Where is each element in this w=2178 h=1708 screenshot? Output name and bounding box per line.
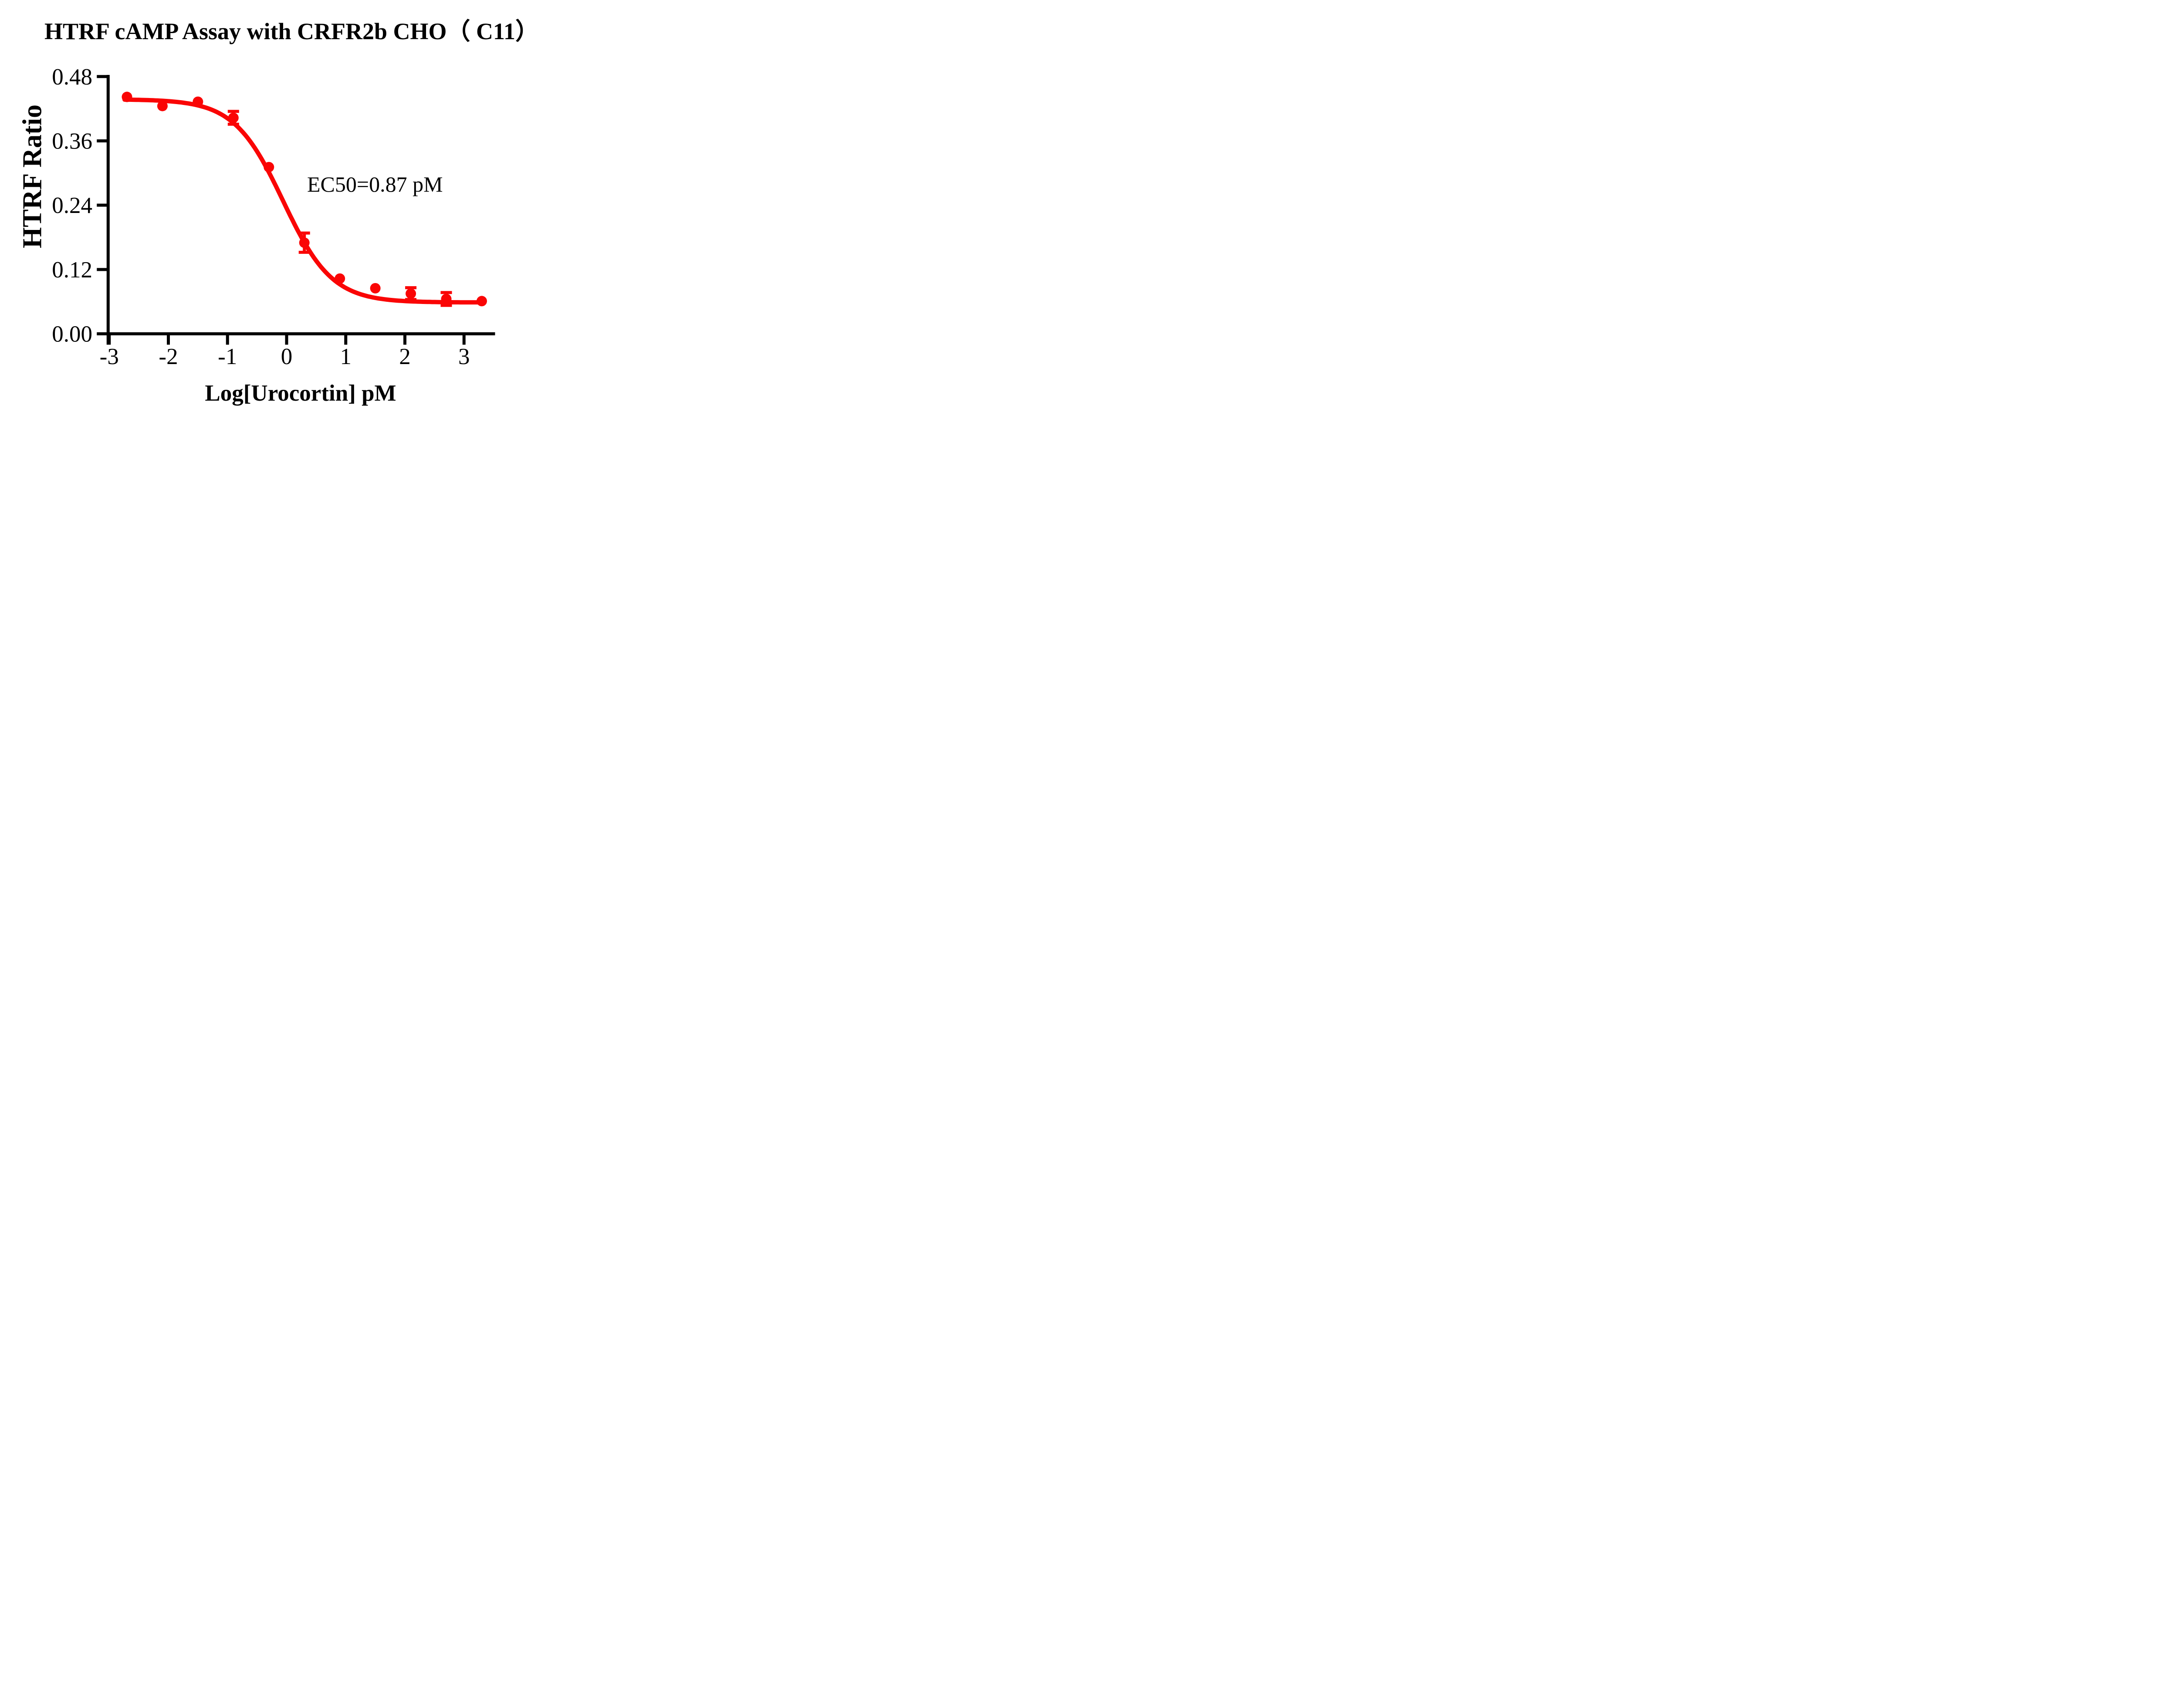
y-tick-label: 0.12 xyxy=(52,257,92,283)
y-tick-label: 0.36 xyxy=(52,128,92,154)
y-tick-label: 0.24 xyxy=(52,193,92,218)
x-tick-label: 0 xyxy=(281,344,293,369)
fit-curve xyxy=(122,97,484,305)
data-point xyxy=(299,237,310,248)
data-point xyxy=(476,296,487,307)
data-point xyxy=(406,288,416,299)
data-point xyxy=(370,283,381,294)
ec50-annotation: EC50=0.87 pM xyxy=(307,172,443,196)
x-tick-label: 1 xyxy=(340,344,352,369)
x-tick-label: -1 xyxy=(218,344,237,369)
y-tick-label: 0.48 xyxy=(52,64,92,90)
data-point xyxy=(441,294,452,304)
x-tick-label: 2 xyxy=(399,344,411,369)
x-tick-label: -3 xyxy=(100,344,119,369)
x-axis-label: Log[Urocortin] pM xyxy=(205,381,396,406)
data-point xyxy=(264,162,274,172)
chart-title: HTRF cAMP Assay with CRFR2b CHO（ C11） xyxy=(44,18,539,44)
x-tick-label: -2 xyxy=(159,344,178,369)
x-tick-label: 3 xyxy=(458,344,470,369)
data-point xyxy=(157,101,168,111)
data-point xyxy=(228,112,239,123)
data-point xyxy=(193,96,203,107)
plot-area: 0.00 0.12 0.24 0.36 0.48 -3 -2 -1 0 1 2 3 xyxy=(52,64,495,369)
data-point xyxy=(335,273,345,284)
data-point xyxy=(122,91,132,102)
chart-container: HTRF cAMP Assay with CRFR2b CHO（ C11） HT… xyxy=(0,0,583,427)
y-tick-label: 0.00 xyxy=(52,322,92,347)
